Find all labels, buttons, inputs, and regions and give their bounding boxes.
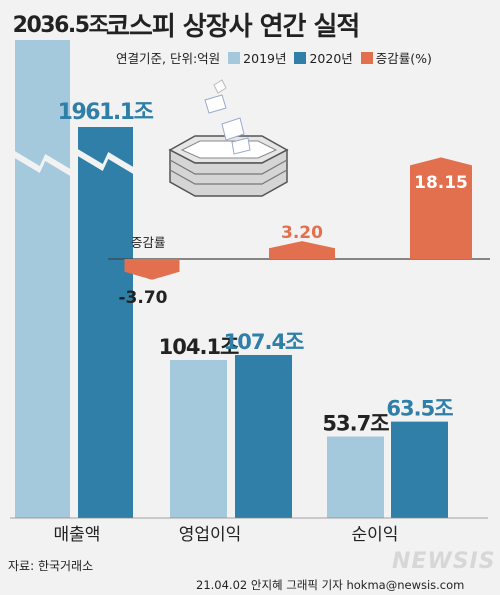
value-label-2019-순이익: 53.7조 bbox=[322, 412, 389, 436]
source-note: 자료: 한국거래소 bbox=[8, 559, 94, 573]
newsis-logo: NEWSIS bbox=[392, 549, 496, 574]
value-label-2020-순이익: 63.5조 bbox=[386, 397, 453, 421]
value-label-2019-영업이익: 104.1조 bbox=[159, 335, 239, 359]
credit-line: 21.04.02 안지혜 그래픽 기자 hokma@newsis.com bbox=[196, 578, 465, 592]
bar-2019-영업이익 bbox=[170, 360, 227, 518]
axis-break-2019 bbox=[13, 150, 72, 177]
change-arrow-영업이익 bbox=[269, 241, 335, 259]
change-axis-label: 증감률 bbox=[131, 235, 166, 250]
legend-item-2020: 2020년 bbox=[294, 48, 353, 67]
legend-label-2020: 2020년 bbox=[309, 51, 353, 66]
legend-item-2019: 2019년 bbox=[228, 48, 286, 67]
change-label-매출액: -3.70 bbox=[119, 288, 168, 308]
legend-label-change: 증감률(%) bbox=[375, 51, 432, 66]
legend-swatch-2020 bbox=[294, 51, 307, 64]
legend: 연결기준, 단위:억원 2019년 2020년 증감률(%) bbox=[116, 48, 432, 67]
legend-swatch-change bbox=[360, 51, 373, 64]
legend-swatch-2019 bbox=[228, 51, 241, 64]
bar-2020-매출액 bbox=[78, 127, 133, 518]
change-arrow-매출액 bbox=[124, 259, 180, 280]
change-label-순이익: 18.15 bbox=[414, 173, 468, 193]
category-label-net-income: 순이익 bbox=[351, 525, 399, 545]
change-arrow-순이익 bbox=[410, 157, 472, 259]
value-label-2019-매출액: 2036.5조 bbox=[13, 13, 109, 38]
legend-basis: 연결기준, 단위:억원 bbox=[116, 51, 221, 66]
axis-break-2020 bbox=[76, 148, 135, 175]
bar-2019-순이익 bbox=[327, 436, 384, 518]
chart-title: 코스피 상장사 연간 실적 bbox=[106, 12, 360, 42]
value-label-2020-매출액: 1961.1조 bbox=[58, 100, 154, 125]
legend-item-change: 증감률(%) bbox=[360, 48, 432, 67]
value-label-2020-영업이익: 107.4조 bbox=[224, 330, 304, 354]
bar-2020-순이익 bbox=[391, 421, 448, 518]
legend-label-2019: 2019년 bbox=[243, 51, 287, 66]
bar-2019-매출액 bbox=[15, 40, 70, 518]
bar-2020-영업이익 bbox=[235, 355, 292, 518]
decorative-box-illustration bbox=[168, 79, 289, 197]
category-label-operating-profit: 영업이익 bbox=[178, 525, 242, 545]
category-label-revenue: 매출액 bbox=[53, 525, 101, 545]
change-label-영업이익: 3.20 bbox=[281, 223, 323, 243]
